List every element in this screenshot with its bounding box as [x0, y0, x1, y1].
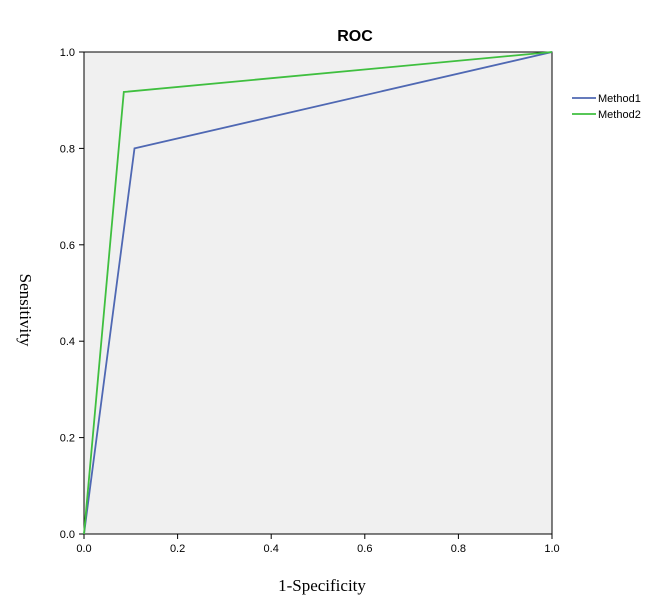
legend-label-method1: Method1	[598, 93, 641, 105]
y-tick-label: 0.4	[60, 336, 75, 348]
legend-label-method2: Method2	[598, 109, 641, 121]
x-axis-label: 1-Specificity	[278, 576, 366, 595]
x-tick-label: 0.0	[76, 543, 91, 555]
y-tick-label: 0.8	[60, 143, 75, 155]
series-lines	[83, 51, 553, 535]
y-tick-label: 0.6	[60, 240, 75, 252]
x-tick-label: 0.4	[264, 543, 279, 555]
y-tick-label: 1.0	[60, 47, 75, 59]
y-axis-ticks: 0.0 0.2 0.4 0.6 0.8 1.0	[60, 47, 84, 541]
x-tick-label: 0.2	[170, 543, 185, 555]
y-tick-label: 0.2	[60, 433, 75, 445]
x-tick-label: 0.6	[357, 543, 372, 555]
plot-area	[83, 51, 553, 535]
series-line-method1	[83, 51, 553, 535]
y-axis-label: Sensitivity	[16, 274, 35, 347]
x-tick-label: 1.0	[544, 543, 559, 555]
x-axis-ticks: 0.0 0.2 0.4 0.6 0.8 1.0	[76, 534, 560, 555]
y-tick-label: 0.0	[60, 529, 75, 541]
legend: Method1 Method2	[572, 93, 641, 121]
chart-title: ROC	[337, 28, 373, 45]
x-tick-label: 0.8	[451, 543, 466, 555]
series-line-method2	[83, 51, 553, 535]
